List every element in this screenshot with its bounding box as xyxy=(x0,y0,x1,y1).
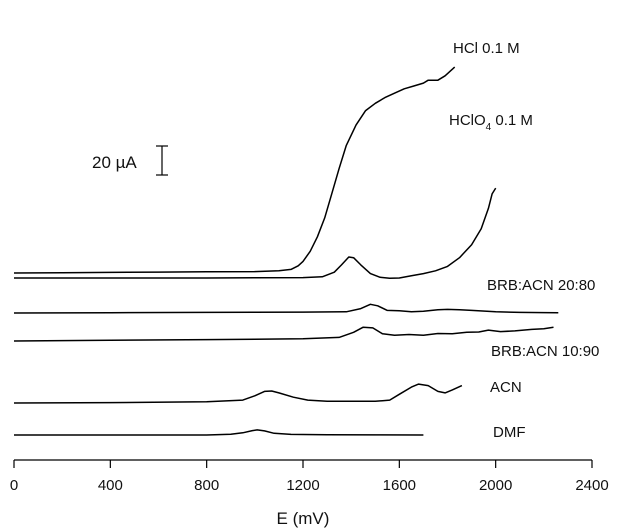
series-line-6 xyxy=(14,429,424,436)
series-label-6: DMF xyxy=(493,424,526,441)
series-label-4: BRB:ACN 10:90 xyxy=(491,343,599,360)
x-tick-label-800: 800 xyxy=(194,477,219,494)
series-labels-layer: HCl 0.1 M HClO4 0.1 M BRB:ACN 20:80 BRB:ACN… xyxy=(449,40,599,441)
x-tick-label-1200: 1200 xyxy=(286,477,319,494)
x-tick-label-1600: 1600 xyxy=(383,477,416,494)
x-tick-label-0: 0 xyxy=(10,477,18,494)
x-axis: 0 400 800 1200 1600 2000 2400 xyxy=(10,459,609,494)
x-tick-label-400: 400 xyxy=(98,477,123,494)
scale-bar-label: 20 µA xyxy=(92,153,137,172)
x-tick-label-2000: 2000 xyxy=(479,477,512,494)
curves-layer xyxy=(13,66,559,436)
series-label-2: HClO4 0.1 M xyxy=(449,112,533,133)
x-axis-label: E (mV) xyxy=(277,509,330,528)
series-label-1: HCl 0.1 M xyxy=(453,40,520,57)
series-line-2 xyxy=(14,187,497,280)
x-tick-label-2400: 2400 xyxy=(575,477,608,494)
scale-bar: 20 µA xyxy=(92,145,168,176)
series-line-5 xyxy=(13,383,463,404)
series-line-4 xyxy=(13,326,554,342)
series-label-3: BRB:ACN 20:80 xyxy=(487,277,595,294)
series-line-1 xyxy=(13,66,456,274)
series-line-3 xyxy=(13,303,559,314)
series-label-5: ACN xyxy=(490,379,522,396)
